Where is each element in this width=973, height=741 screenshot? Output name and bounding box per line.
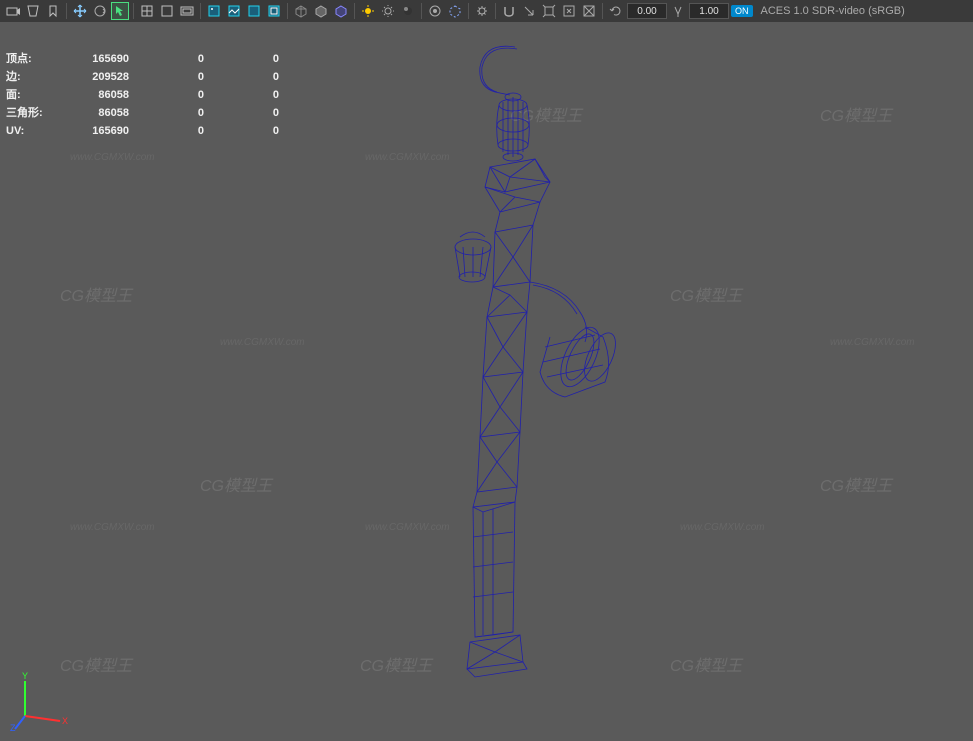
xray-icon[interactable] [446,2,464,20]
watermark: CG模型王 [200,472,272,496]
stats-row: 顶点:16569000 [6,50,279,68]
stats-label: 边: [6,68,54,86]
separator [287,3,288,19]
stats-row: 边:20952800 [6,68,279,86]
stats-panel: 顶点:16569000 边:20952800 面:8605800 三角形:860… [6,50,279,140]
select-icon[interactable] [111,2,129,20]
watermark: CG模型王 [60,282,132,306]
separator [200,3,201,19]
watermark-url: www.CGMXW.com [70,522,155,533]
watermark: CG模型王 [820,472,892,496]
collapse-icon[interactable] [560,2,578,20]
watermark-url: www.CGMXW.com [830,337,915,348]
stats-label: 面: [6,86,54,104]
stats-row: 面:8605800 [6,86,279,104]
gate-icon[interactable] [178,2,196,20]
svg-text:X: X [62,716,68,726]
stats-row: 三角形:8605800 [6,104,279,122]
exposure-input[interactable] [627,3,667,19]
snap-icon[interactable] [500,2,518,20]
separator [468,3,469,19]
wireframe-icon[interactable] [292,2,310,20]
bookmark-icon[interactable] [44,2,62,20]
wireframe-model [385,37,665,697]
svg-text:Y: Y [22,671,28,681]
frame-icon[interactable] [158,2,176,20]
image-plane3-icon[interactable] [245,2,263,20]
camera-icon[interactable] [4,2,22,20]
watermark: CG模型王 [670,282,742,306]
isolate-icon[interactable] [426,2,444,20]
perspective-icon[interactable] [24,2,42,20]
textured-icon[interactable] [332,2,350,20]
watermark: CG模型王 [60,652,132,676]
ao-icon[interactable] [399,2,417,20]
cross-icon[interactable] [580,2,598,20]
on-badge[interactable]: ON [731,5,753,17]
light-icon[interactable] [359,2,377,20]
separator [495,3,496,19]
viewport[interactable]: 顶点:16569000 边:20952800 面:8605800 三角形:860… [0,22,973,741]
image-plane-icon[interactable] [205,2,223,20]
watermark: CG模型王 [820,102,892,126]
stats-label: 三角形: [6,104,54,122]
separator [602,3,603,19]
color-space-label: ACES 1.0 SDR-video (sRGB) [761,5,905,17]
shadows-icon[interactable] [379,2,397,20]
gear-icon[interactable] [473,2,491,20]
rotate-icon[interactable] [91,2,109,20]
stats-label: UV: [6,122,54,140]
separator [421,3,422,19]
image-plane4-icon[interactable] [265,2,283,20]
axis-gizmo[interactable]: Y X Z [10,671,70,731]
stats-label: 顶点: [6,50,54,68]
expand-icon[interactable] [540,2,558,20]
stats-row: UV:16569000 [6,122,279,140]
gamma-icon[interactable] [669,2,687,20]
separator [133,3,134,19]
watermark-url: www.CGMXW.com [70,152,155,163]
grid-icon[interactable] [138,2,156,20]
main-toolbar: ON ACES 1.0 SDR-video (sRGB) [0,0,973,22]
separator [354,3,355,19]
refresh-icon[interactable] [607,2,625,20]
watermark-url: www.CGMXW.com [680,522,765,533]
shaded-icon[interactable] [312,2,330,20]
watermark: CG模型王 [670,652,742,676]
move-icon[interactable] [71,2,89,20]
gamma-input[interactable] [689,3,729,19]
separator [66,3,67,19]
image-plane2-icon[interactable] [225,2,243,20]
arrow-icon[interactable] [520,2,538,20]
watermark-url: www.CGMXW.com [220,337,305,348]
svg-text:Z: Z [10,723,16,731]
